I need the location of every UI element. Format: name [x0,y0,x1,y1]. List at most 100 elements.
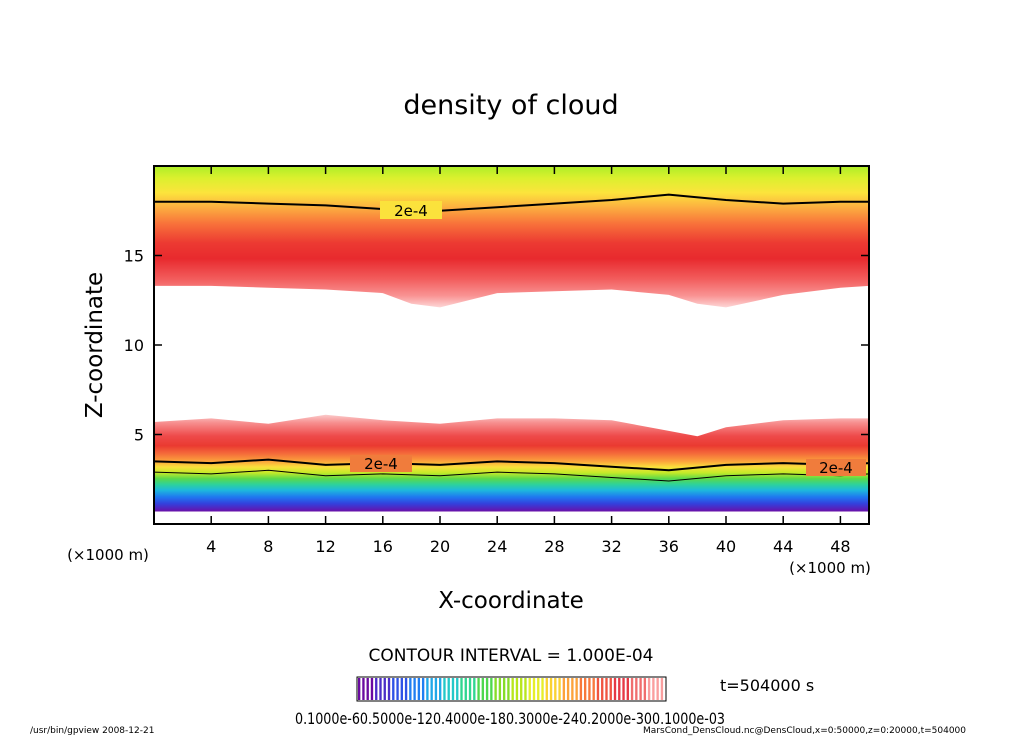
colorbar-swatch [562,678,566,700]
colorbar-swatch [392,678,395,700]
plot-area: 2e-4 2e-4 2e-4 [154,166,869,512]
contour-line-lower [154,458,869,472]
colorbar-swatch [370,678,374,700]
colorbar-swatch [358,678,361,700]
colorbar-swatch [409,678,412,700]
lower-cloud-layer [154,414,869,512]
colorbar-swatch [473,678,476,700]
colorbar-swatch [430,678,433,700]
colorbar-swatch [635,678,638,700]
contour-label-bg-lower-1 [350,455,412,472]
colorbar-swatch [413,678,416,700]
colorbar-swatch [400,678,403,700]
y-tick-label: 10 [124,336,144,355]
colorbar-swatch [566,678,570,700]
contour-interval-label: CONTOUR INTERVAL = 1.000E-04 [369,646,654,666]
colorbar-swatch [601,678,604,700]
colorbar-swatch [383,678,386,700]
colorbar-swatch [502,678,506,700]
colorbar-swatch [468,678,472,700]
colorbar-swatch [485,678,489,700]
x-axis-label: X-coordinate [438,588,584,614]
colorbar-swatch [575,678,578,700]
colorbar-swatch [528,678,531,700]
x-tick-label: 36 [659,537,679,556]
contour-label-lower-1: 2e-4 [364,455,398,473]
colorbar-swatch [511,678,514,700]
colorbar-swatch [643,678,647,700]
colorbar-swatch [379,678,382,700]
colorbar-swatch [417,678,421,700]
x-tick-label: 20 [430,537,450,556]
contour-line-lower-minor [154,469,869,482]
x-tick-label: 40 [716,537,736,556]
contour-label-lower-2: 2e-4 [819,459,853,477]
colorbar-swatch [396,678,399,700]
colorbar [358,678,664,700]
colorbar-swatch [404,678,408,700]
colorbar-swatch [609,678,612,700]
footer-right: MarsCond_DensCloud.nc@DensCloud,x=0:5000… [643,726,966,736]
colorbar-swatch [592,678,595,700]
colorbar-swatch [460,678,463,700]
y-tick-label: 15 [124,247,144,266]
colorbar-swatch [366,678,369,700]
upper-cloud-layer [154,166,869,308]
x-axis: 4 8 12 16 20 24 28 32 36 40 44 48 [206,166,851,556]
contour-label-bg-upper [380,201,442,219]
colorbar-swatch [613,678,617,700]
colorbar-swatch [660,678,664,700]
x-tick-label: 48 [830,537,850,556]
contour-label-upper: 2e-4 [394,202,428,220]
colorbar-swatch [571,678,574,700]
x-tick-label: 44 [773,537,793,556]
colorbar-swatch [541,678,544,700]
colorbar-swatch [554,678,557,700]
footer-left: /usr/bin/gpview 2008-12-21 [30,726,155,736]
colorbar-labels: 0.1000e-60.5000e-120.4000e-180.3000e-240… [295,709,725,728]
colorbar-swatch [387,678,391,700]
y-axis-label: Z-coordinate [82,272,108,418]
colorbar-swatch [447,678,450,700]
colorbar-swatch [507,678,510,700]
colorbar-swatch [375,678,378,700]
colorbar-swatch [596,678,600,700]
colorbar-swatch [652,678,655,700]
colorbar-swatch [481,678,484,700]
colorbar-swatch [456,678,459,700]
colorbar-swatch [477,678,480,700]
colorbar-swatch [588,678,591,700]
colorbar-swatch [545,678,548,700]
x-unit-label-right: (×1000 m) [789,559,871,577]
x-tick-label: 8 [263,537,273,556]
colorbar-swatch [443,678,446,700]
colorbar-swatch [605,678,608,700]
colorbar-swatch [532,678,536,700]
colorbar-swatch [622,678,625,700]
colorbar-swatch [524,678,527,700]
colorbar-swatch [656,678,659,700]
x-tick-label: 16 [373,537,393,556]
colorbar-swatch [549,678,553,700]
y-tick-label: 5 [134,426,144,445]
colorbar-swatch [647,678,651,700]
colorbar-swatch [639,678,642,700]
x-tick-label: 32 [601,537,621,556]
x-unit-label-left: (×1000 m) [67,546,149,564]
colorbar-swatch [618,678,621,700]
time-label: t=504000 s [720,676,814,695]
colorbar-swatch [558,678,561,700]
colorbar-swatch [579,678,583,700]
contour-label-bg-lower-2 [806,459,866,476]
colorbar-swatch [490,678,493,700]
colorbar-swatch [434,678,438,700]
colorbar-swatch [421,678,425,700]
colorbar-swatch [451,678,455,700]
colorbar-swatch [520,678,523,700]
y-axis: 5 10 15 [124,247,869,445]
colorbar-swatch [494,678,497,700]
chart-title: density of cloud [403,90,618,121]
x-tick-label: 24 [487,537,507,556]
colorbar-swatch [515,678,519,700]
